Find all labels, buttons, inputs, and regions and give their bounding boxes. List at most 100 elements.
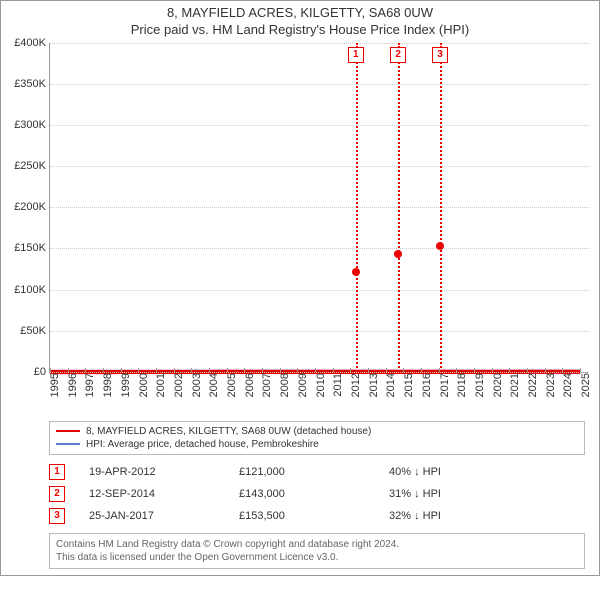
event-price: £143,000 <box>239 488 389 500</box>
x-tick-mark <box>297 368 298 372</box>
legend-row: 8, MAYFIELD ACRES, KILGETTY, SA68 0UW (d… <box>56 425 578 438</box>
event-date: 25-JAN-2017 <box>89 510 239 522</box>
x-tick-label: 2004 <box>208 373 220 397</box>
sale-events-table: 119-APR-2012£121,00040% ↓ HPI212-SEP-201… <box>49 461 585 527</box>
x-tick-mark <box>562 368 563 372</box>
x-tick-label: 2024 <box>562 373 574 397</box>
y-tick-label: £250K <box>14 160 50 172</box>
y-tick-label: £200K <box>14 201 50 213</box>
event-date: 19-APR-2012 <box>89 466 239 478</box>
legend-label: 8, MAYFIELD ACRES, KILGETTY, SA68 0UW (d… <box>86 426 371 437</box>
chart-container: 8, MAYFIELD ACRES, KILGETTY, SA68 0UW Pr… <box>0 0 600 576</box>
gridline <box>50 248 589 249</box>
event-vline <box>356 43 358 372</box>
legend-swatch <box>56 430 80 432</box>
x-tick-mark <box>580 368 581 372</box>
x-tick-label: 1998 <box>102 373 114 397</box>
event-row-marker: 3 <box>49 508 65 524</box>
y-tick-label: £150K <box>14 242 50 254</box>
legend-label: HPI: Average price, detached house, Pemb… <box>86 439 319 450</box>
x-tick-label: 2010 <box>315 373 327 397</box>
x-tick-mark <box>280 368 281 372</box>
legend: 8, MAYFIELD ACRES, KILGETTY, SA68 0UW (d… <box>49 421 585 455</box>
event-row-marker: 1 <box>49 464 65 480</box>
x-tick-mark <box>85 368 86 372</box>
gridline <box>50 331 589 332</box>
legend-row: HPI: Average price, detached house, Pemb… <box>56 438 578 451</box>
x-tick-mark <box>262 368 263 372</box>
x-axis-labels: 1995199619971998199920002001200220032004… <box>49 373 589 413</box>
x-tick-label: 2017 <box>439 373 451 397</box>
x-tick-mark <box>50 368 51 372</box>
x-tick-label: 2001 <box>155 373 167 397</box>
y-tick-label: £100K <box>14 284 50 296</box>
x-tick-label: 2013 <box>368 373 380 397</box>
x-tick-mark <box>333 368 334 372</box>
x-tick-mark <box>527 368 528 372</box>
x-tick-mark <box>368 368 369 372</box>
event-price: £153,500 <box>239 510 389 522</box>
x-tick-label: 1995 <box>49 373 61 397</box>
x-tick-mark <box>174 368 175 372</box>
x-tick-mark <box>138 368 139 372</box>
event-vline <box>398 43 400 372</box>
title-address: 8, MAYFIELD ACRES, KILGETTY, SA68 0UW <box>5 5 595 22</box>
sale-point-dot <box>436 242 444 250</box>
chart-area: £0£50K£100K£150K£200K£250K£300K£350K£400… <box>49 43 589 413</box>
x-tick-label: 1996 <box>67 373 79 397</box>
x-tick-label: 2018 <box>456 373 468 397</box>
plot: £0£50K£100K£150K£200K£250K£300K£350K£400… <box>49 43 589 373</box>
x-tick-label: 2012 <box>350 373 362 397</box>
y-tick-label: £400K <box>14 37 50 49</box>
x-tick-label: 2002 <box>173 373 185 397</box>
gridline <box>50 84 589 85</box>
footnote: Contains HM Land Registry data © Crown c… <box>49 533 585 569</box>
event-vline <box>440 43 442 372</box>
x-tick-mark <box>227 368 228 372</box>
x-tick-mark <box>315 368 316 372</box>
x-tick-label: 2009 <box>297 373 309 397</box>
event-price: £121,000 <box>239 466 389 478</box>
y-tick-label: £300K <box>14 119 50 131</box>
x-tick-mark <box>403 368 404 372</box>
footnote-line-2: This data is licensed under the Open Gov… <box>56 551 578 564</box>
event-vs-hpi: 31% ↓ HPI <box>389 488 441 500</box>
sale-point-dot <box>352 268 360 276</box>
event-row-marker: 2 <box>49 486 65 502</box>
x-tick-label: 2007 <box>261 373 273 397</box>
gridline <box>50 290 589 291</box>
gridline <box>50 43 589 44</box>
sale-point-dot <box>394 250 402 258</box>
x-tick-mark <box>191 368 192 372</box>
x-tick-label: 2000 <box>138 373 150 397</box>
legend-swatch <box>56 443 80 445</box>
x-tick-mark <box>350 368 351 372</box>
x-tick-label: 1997 <box>84 373 96 397</box>
x-tick-label: 2008 <box>279 373 291 397</box>
x-tick-mark <box>456 368 457 372</box>
x-tick-mark <box>121 368 122 372</box>
y-tick-label: £350K <box>14 78 50 90</box>
event-marker-3: 3 <box>432 47 448 63</box>
x-tick-label: 2025 <box>580 373 592 397</box>
x-tick-label: 2014 <box>385 373 397 397</box>
x-tick-label: 2016 <box>421 373 433 397</box>
event-row: 212-SEP-2014£143,00031% ↓ HPI <box>49 483 585 505</box>
event-vs-hpi: 32% ↓ HPI <box>389 510 441 522</box>
x-tick-label: 2006 <box>244 373 256 397</box>
x-tick-mark <box>209 368 210 372</box>
gridline <box>50 125 589 126</box>
x-tick-label: 2021 <box>509 373 521 397</box>
x-tick-label: 2019 <box>474 373 486 397</box>
x-tick-label: 2022 <box>527 373 539 397</box>
event-marker-2: 2 <box>390 47 406 63</box>
title-subtitle: Price paid vs. HM Land Registry's House … <box>5 22 595 39</box>
x-tick-mark <box>492 368 493 372</box>
x-tick-mark <box>509 368 510 372</box>
x-tick-label: 2015 <box>403 373 415 397</box>
x-tick-label: 2011 <box>332 373 344 397</box>
footnote-line-1: Contains HM Land Registry data © Crown c… <box>56 538 578 551</box>
x-tick-mark <box>244 368 245 372</box>
gridline <box>50 166 589 167</box>
x-tick-mark <box>386 368 387 372</box>
